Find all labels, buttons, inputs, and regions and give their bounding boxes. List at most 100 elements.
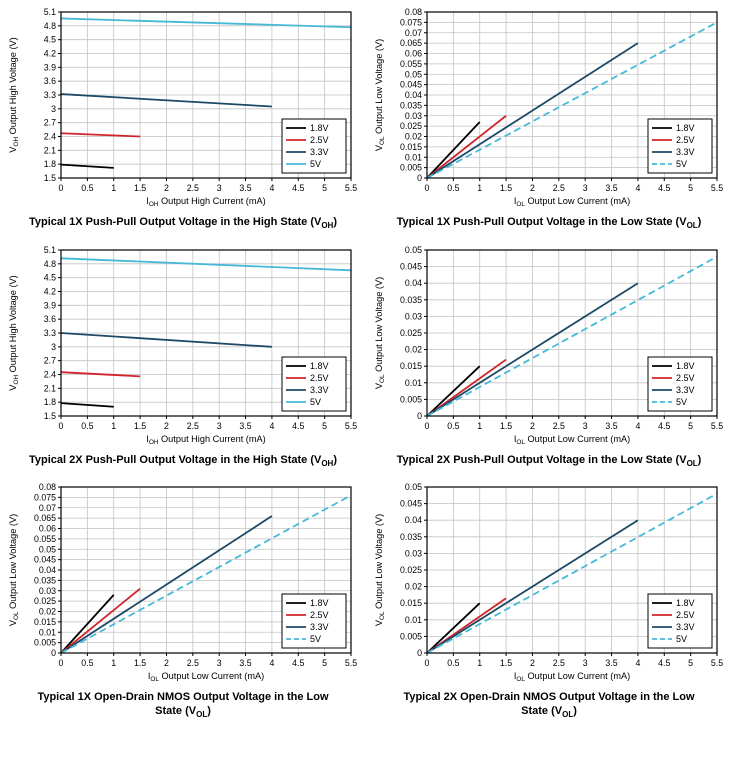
svg-text:2.5: 2.5: [187, 183, 199, 193]
svg-text:2.5: 2.5: [187, 421, 199, 431]
svg-text:0.01: 0.01: [39, 627, 56, 637]
svg-text:VOL Output Low Voltage (V): VOL Output Low Voltage (V): [374, 276, 386, 388]
chart-cell-voh-2x: 0 0.5 1 1.5 2 2.5 3 3.5 4 4.5 5 5.5 1.5 1.8 2.1 2.4 2.7 3…: [0, 242, 366, 470]
svg-text:0.005: 0.005: [34, 638, 56, 648]
svg-text:5V: 5V: [310, 634, 321, 644]
svg-text:2: 2: [530, 183, 535, 193]
svg-text:0: 0: [59, 658, 64, 668]
svg-text:1.5: 1.5: [44, 173, 56, 183]
svg-text:2.7: 2.7: [44, 118, 56, 128]
svg-text:0: 0: [425, 183, 430, 193]
svg-text:0: 0: [425, 658, 430, 668]
svg-text:0.05: 0.05: [405, 69, 422, 79]
datasheet-typical-characteristics-page: 0 0.5 1 1.5 2 2.5 3 3.5 4 4.5 5 5.5 1.5 1.8 2.1 2.4 2.7 3…: [0, 4, 732, 721]
svg-text:5V: 5V: [310, 159, 321, 169]
svg-text:0: 0: [417, 173, 422, 183]
svg-text:0: 0: [59, 421, 64, 431]
svg-text:0.025: 0.025: [400, 565, 422, 575]
svg-text:3: 3: [217, 183, 222, 193]
svg-text:0.01: 0.01: [405, 615, 422, 625]
svg-text:0.015: 0.015: [400, 361, 422, 371]
svg-text:4: 4: [635, 421, 640, 431]
svg-text:0.025: 0.025: [400, 121, 422, 131]
svg-text:0.035: 0.035: [34, 576, 56, 586]
svg-text:IOL Output Low Current (mA): IOL Output Low Current (mA): [514, 671, 630, 683]
svg-text:0.01: 0.01: [405, 152, 422, 162]
chart-cell-voh-1x: 0 0.5 1 1.5 2 2.5 3 3.5 4 4.5 5 5.5 1.5 1.8 2.1 2.4 2.7 3…: [0, 4, 366, 232]
svg-text:1.8V: 1.8V: [310, 361, 329, 371]
svg-text:3.3V: 3.3V: [310, 622, 329, 632]
svg-text:2.4: 2.4: [44, 132, 56, 142]
svg-text:0.04: 0.04: [405, 515, 422, 525]
svg-text:3.5: 3.5: [239, 658, 251, 668]
svg-text:3: 3: [51, 104, 56, 114]
svg-text:0.045: 0.045: [400, 499, 422, 509]
svg-text:1.8V: 1.8V: [676, 123, 695, 133]
svg-text:0.025: 0.025: [34, 596, 56, 606]
svg-text:2.5V: 2.5V: [310, 610, 329, 620]
svg-text:0: 0: [417, 411, 422, 421]
svg-text:2: 2: [530, 421, 535, 431]
svg-text:4: 4: [635, 183, 640, 193]
svg-text:1.5: 1.5: [134, 421, 146, 431]
svg-text:4.5: 4.5: [658, 421, 670, 431]
svg-text:0.08: 0.08: [405, 7, 422, 17]
svg-text:0.07: 0.07: [405, 28, 422, 38]
svg-text:5V: 5V: [676, 159, 687, 169]
svg-text:2.5: 2.5: [553, 421, 565, 431]
svg-text:3.3V: 3.3V: [310, 385, 329, 395]
chart-caption-voh-1x: Typical 1X Push-Pull Output Voltage in t…: [28, 216, 337, 231]
svg-text:1: 1: [111, 183, 116, 193]
svg-text:5: 5: [322, 421, 327, 431]
svg-text:3: 3: [217, 658, 222, 668]
svg-text:0.02: 0.02: [405, 582, 422, 592]
chart-cell-vol-2x: 0 0.5 1 1.5 2 2.5 3 3.5 4 4.5 5 5.5 0 0.005 0.01 0.015 0…: [366, 242, 732, 470]
svg-text:0: 0: [59, 183, 64, 193]
svg-text:IOL Output Low Current (mA): IOL Output Low Current (mA): [148, 671, 264, 683]
svg-text:0.075: 0.075: [400, 17, 422, 27]
svg-text:3.6: 3.6: [44, 76, 56, 86]
svg-text:0.5: 0.5: [447, 183, 459, 193]
svg-text:5.5: 5.5: [345, 421, 357, 431]
svg-text:5: 5: [322, 658, 327, 668]
svg-text:1.5: 1.5: [500, 183, 512, 193]
svg-text:0.005: 0.005: [400, 394, 422, 404]
svg-text:3: 3: [583, 421, 588, 431]
svg-text:1: 1: [477, 421, 482, 431]
svg-text:4: 4: [269, 183, 274, 193]
svg-text:4.8: 4.8: [44, 258, 56, 268]
svg-text:VOL Output Low Voltage (V): VOL Output Low Voltage (V): [374, 514, 386, 626]
line-chart-voh-1x: 0 0.5 1 1.5 2 2.5 3 3.5 4 4.5 5 5.5 1.5 1.8 2.1 2.4 2.7 3…: [8, 7, 357, 208]
svg-text:0.03: 0.03: [405, 311, 422, 321]
charts-grid: 0 0.5 1 1.5 2 2.5 3 3.5 4 4.5 5 5.5 1.5 1.8 2.1 2.4 2.7 3…: [0, 4, 732, 721]
svg-text:1: 1: [477, 658, 482, 668]
svg-text:1.8V: 1.8V: [310, 123, 329, 133]
svg-text:4.5: 4.5: [658, 658, 670, 668]
svg-text:0.035: 0.035: [400, 100, 422, 110]
svg-text:4.5: 4.5: [292, 421, 304, 431]
svg-text:5: 5: [688, 658, 693, 668]
svg-text:0: 0: [425, 421, 430, 431]
svg-text:1.8: 1.8: [44, 397, 56, 407]
svg-text:0.02: 0.02: [39, 607, 56, 617]
svg-text:3.3V: 3.3V: [676, 385, 695, 395]
svg-text:5: 5: [688, 421, 693, 431]
svg-text:4.2: 4.2: [44, 49, 56, 59]
svg-text:VOL Output Low Voltage (V): VOL Output Low Voltage (V): [374, 39, 386, 151]
line-chart-od-vol-2x: 0 0.5 1 1.5 2 2.5 3 3.5 4 4.5 5 5.5 0 0.005 0.01 0.015 0…: [374, 482, 723, 683]
svg-text:5.5: 5.5: [345, 183, 357, 193]
svg-text:0.05: 0.05: [405, 245, 422, 255]
svg-text:1.5: 1.5: [44, 411, 56, 421]
svg-text:4.8: 4.8: [44, 21, 56, 31]
svg-text:0.03: 0.03: [39, 586, 56, 596]
svg-text:0.04: 0.04: [405, 90, 422, 100]
svg-text:4.5: 4.5: [292, 183, 304, 193]
svg-text:4.5: 4.5: [658, 183, 670, 193]
svg-text:0.075: 0.075: [34, 493, 56, 503]
svg-text:2.5V: 2.5V: [676, 373, 695, 383]
svg-text:0.04: 0.04: [405, 278, 422, 288]
svg-text:5V: 5V: [676, 397, 687, 407]
svg-text:0.065: 0.065: [400, 38, 422, 48]
svg-text:3.6: 3.6: [44, 314, 56, 324]
svg-text:0.08: 0.08: [39, 482, 56, 492]
